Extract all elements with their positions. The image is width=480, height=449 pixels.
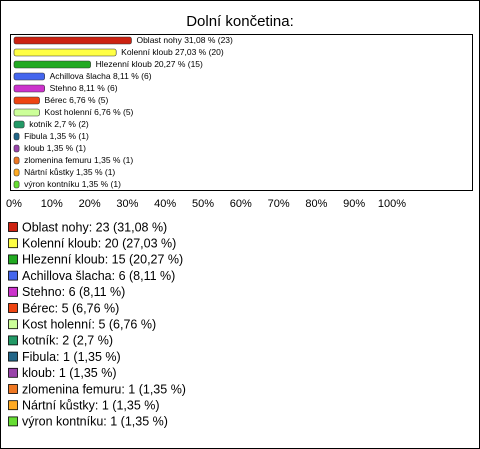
value-label: Kolenní kloub 27,03 % (20) — [121, 47, 224, 57]
x-tick-label: 10% — [41, 198, 63, 210]
bar — [13, 48, 117, 57]
legend-swatch — [8, 286, 18, 297]
value-label: kotník 2,7 % (2) — [29, 119, 89, 129]
x-tick-label: 60% — [230, 198, 252, 210]
legend-swatch — [8, 384, 18, 394]
bar — [13, 120, 25, 129]
legend-swatch — [8, 222, 18, 232]
value-label: kloub 1,35 % (1) — [24, 143, 86, 153]
bar — [13, 180, 20, 189]
legend-label: kloub: 1 (1,35 %) — [22, 366, 117, 380]
legend-swatch — [8, 303, 18, 313]
legend-label: výron kontníku: 1 (1,35 %) — [22, 415, 168, 429]
plot-frame — [10, 34, 473, 191]
bar — [13, 36, 132, 45]
bar — [13, 96, 40, 105]
value-label: Hlezenní kloub 20,27 % (15) — [96, 59, 203, 69]
x-tick-label: 90% — [343, 198, 365, 210]
legend-swatch — [8, 367, 18, 378]
bar — [13, 72, 45, 81]
legend-label: Achillova šlacha: 6 (8,11 %) — [22, 269, 175, 283]
bar — [13, 144, 20, 153]
bar — [13, 168, 20, 177]
x-tick-label: 50% — [192, 198, 214, 210]
legend-label: kotník: 2 (2,7 %) — [22, 334, 113, 348]
legend-label: Stehno: 6 (8,11 %) — [22, 285, 125, 299]
bar — [13, 132, 20, 141]
value-label: Oblast nohy 31,08 % (23) — [136, 35, 233, 45]
legend-label: Bérec: 5 (6,76 %) — [22, 301, 119, 315]
x-tick-label: 80% — [305, 198, 327, 210]
legend-label: zlomenina femuru: 1 (1,35 %) — [22, 382, 186, 396]
chart-title: Dolní končetina: — [186, 13, 294, 30]
value-label: Nártní kůstky 1,35 % (1) — [24, 167, 115, 177]
legend-swatch — [8, 319, 18, 330]
legend-swatch — [8, 400, 18, 411]
legend-swatch — [8, 270, 18, 281]
value-label: Kost holenní 6,76 % (5) — [45, 107, 134, 117]
value-label: Achillova šlacha 8,11 % (6) — [50, 71, 152, 81]
x-tick-label: 40% — [154, 198, 176, 210]
x-tick-label: 70% — [268, 198, 290, 210]
value-label: Bérec 6,76 % (5) — [45, 95, 109, 105]
x-tick-label: 0% — [6, 198, 22, 210]
legend-swatch — [8, 238, 18, 249]
legend-label: Kost holenní: 5 (6,76 %) — [22, 317, 156, 331]
bar — [13, 84, 45, 93]
bar — [13, 108, 40, 117]
legend-label: Fibula: 1 (1,35 %) — [22, 350, 121, 364]
bar — [13, 156, 20, 165]
x-tick-label: 30% — [116, 198, 138, 210]
bar — [13, 60, 91, 69]
legend-label: Hlezenní kloub: 15 (20,27 %) — [22, 253, 183, 267]
value-label: Fibula 1,35 % (1) — [24, 131, 89, 141]
legend-swatch — [8, 351, 18, 362]
legend-swatch — [8, 416, 18, 427]
legend-label: Nártní kůstky: 1 (1,35 %) — [22, 398, 160, 412]
value-label: Stehno 8,11 % (6) — [50, 83, 118, 93]
x-tick-label: 100% — [378, 198, 406, 210]
legend-label: Oblast nohy: 23 (31,08 %) — [22, 220, 167, 234]
legend-label: Kolenní kloub: 20 (27,03 %) — [22, 236, 176, 250]
legend-swatch — [8, 254, 18, 265]
value-label: zlomenina femuru 1,35 % (1) — [24, 155, 133, 165]
value-label: výron kontníku 1,35 % (1) — [24, 179, 121, 189]
x-tick-label: 20% — [79, 198, 101, 210]
legend-swatch — [8, 335, 18, 346]
